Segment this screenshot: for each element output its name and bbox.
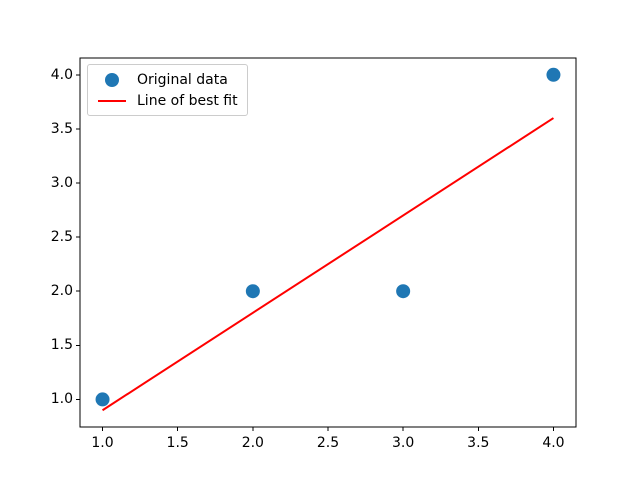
scatter-point bbox=[396, 284, 411, 299]
legend-dot-icon bbox=[105, 72, 119, 87]
x-tick-label: 2.5 bbox=[316, 435, 340, 451]
y-tick-label: 3.0 bbox=[50, 174, 73, 191]
legend: Original data Line of best fit bbox=[87, 64, 248, 116]
x-tick-label: 1.5 bbox=[166, 435, 189, 451]
y-tick-label: 3.5 bbox=[50, 120, 73, 137]
y-tick-label: 2.5 bbox=[50, 229, 73, 246]
best-fit-line bbox=[102, 117, 554, 412]
scatter-point bbox=[546, 67, 561, 82]
y-tick-label: 4.0 bbox=[50, 66, 73, 83]
legend-label: Original data bbox=[137, 71, 228, 88]
x-tick-label: 1.0 bbox=[91, 435, 114, 451]
x-tick-label: 2.0 bbox=[241, 435, 264, 451]
legend-line-icon bbox=[98, 99, 126, 102]
legend-entry: Line of best fit bbox=[95, 90, 238, 111]
scatter-point bbox=[245, 284, 260, 299]
legend-entry: Original data bbox=[95, 69, 238, 90]
y-tick-label: 1.5 bbox=[50, 337, 73, 354]
x-tick-label: 4.0 bbox=[542, 435, 565, 451]
x-tick-label: 3.0 bbox=[392, 435, 415, 451]
y-tick-label: 1.0 bbox=[50, 391, 73, 408]
legend-marker-column bbox=[95, 72, 129, 87]
legend-marker-column bbox=[95, 99, 129, 102]
x-tick-label: 3.5 bbox=[467, 435, 490, 451]
scatter-point bbox=[95, 392, 110, 407]
y-tick-label: 2.0 bbox=[50, 283, 73, 300]
legend-label: Line of best fit bbox=[137, 92, 238, 109]
